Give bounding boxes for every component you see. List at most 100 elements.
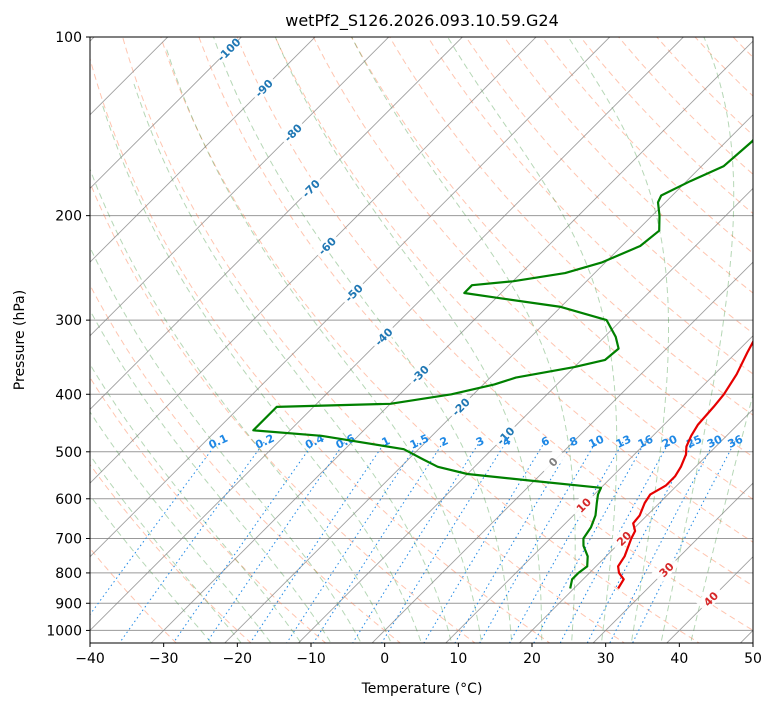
- y-tick-label: 100: [55, 30, 82, 46]
- x-tick-label: 40: [670, 651, 688, 667]
- isotherm-label-bg: [609, 523, 638, 552]
- moist-adiabat-line: [90, 454, 242, 643]
- dry-adiabats: [90, 37, 753, 643]
- isotherm-line: [150, 40, 753, 643]
- moist-adiabat-line: [567, 37, 669, 643]
- y-tick-label: 900: [55, 596, 82, 612]
- mixing-ratio-line: [609, 441, 715, 643]
- x-tick-label: −40: [75, 651, 105, 667]
- isotherm-label-bg: [568, 490, 598, 519]
- isotherm-label-bg: [651, 554, 680, 584]
- isotherm-label-bg: [249, 73, 278, 102]
- moist-adiabat-line: [660, 37, 735, 643]
- mixing-ratio-line: [312, 441, 445, 643]
- moist-adiabat-line: [447, 37, 618, 643]
- mixing-ratio-line: [454, 441, 574, 643]
- mixing-ratio-line: [479, 441, 597, 643]
- dry-adiabat-line: [198, 37, 753, 631]
- isotherm-label-bg: [446, 392, 475, 421]
- y-tick-label: 500: [55, 445, 82, 461]
- isotherm-line: [90, 37, 316, 263]
- x-axis-label: Temperature (°C): [361, 681, 483, 697]
- isotherm-label-bg: [490, 420, 520, 450]
- moist-adiabat-line: [90, 167, 392, 643]
- isotherm-line: [224, 114, 753, 643]
- temperature-profile-line: [617, 339, 753, 590]
- isotherm-label-bg: [405, 359, 434, 388]
- y-axis-ticks: 1000 900 800 700 600 500 400 300 200 100: [46, 30, 90, 639]
- x-tick-label: 10: [449, 651, 467, 667]
- y-tick-label: 700: [55, 532, 82, 548]
- mixing-ratio-label: 36: [726, 432, 746, 450]
- mixing-ratio-label: 20: [660, 432, 680, 450]
- isotherm-label-bg: [695, 584, 725, 613]
- mixing-ratio-line: [172, 441, 315, 643]
- dewpoint-profile-line: [252, 138, 753, 589]
- isotherm-line: [371, 261, 753, 643]
- y-tick-label: 600: [55, 492, 82, 508]
- profile-series: [252, 138, 753, 590]
- isotherm-label-bg: [538, 447, 567, 476]
- mixing-ratio-line: [508, 441, 624, 643]
- isotherm-line: [445, 335, 753, 643]
- moist-adiabat-line: [101, 104, 422, 643]
- x-tick-label: 20: [523, 651, 541, 667]
- moist-adiabat-line: [274, 37, 543, 643]
- dry-adiabat-line: [236, 37, 753, 587]
- moist-adiabat-line: [212, 37, 513, 643]
- isotherm-label-bg: [278, 117, 307, 147]
- moist-adiabat-line: [90, 246, 362, 643]
- dry-adiabat-line: [90, 284, 402, 643]
- mixing-ratio-line: [90, 441, 219, 616]
- mixing-ratio-label: 13: [614, 433, 633, 451]
- x-tick-label: −30: [149, 651, 179, 667]
- y-tick-label: 300: [55, 313, 82, 329]
- dry-adiabat-line: [389, 37, 753, 416]
- isotherm-line: [90, 37, 537, 484]
- mixing-ratio-label: 16: [636, 432, 656, 450]
- chart-title: wetPf2_S126.2026.093.10.59.G24: [285, 11, 559, 31]
- dry-adiabat-line: [350, 37, 753, 458]
- dry-adiabat-line: [427, 37, 753, 375]
- x-tick-label: −20: [223, 651, 253, 667]
- isotherm-label-bg: [213, 34, 243, 64]
- dry-adiabat-line: [160, 37, 701, 643]
- x-tick-label: 30: [597, 651, 615, 667]
- isotherm-line: [90, 37, 390, 337]
- mixing-ratio-line: [423, 441, 546, 643]
- mixing-ratio-line: [533, 441, 646, 643]
- dry-adiabat-line: [274, 37, 753, 543]
- y-axis-label: Pressure (hPa): [12, 290, 28, 390]
- mixing-ratio-label: 30: [705, 432, 725, 450]
- x-axis-ticks: −40 −30 −20 −10 0 10 20 30 40 50: [75, 643, 762, 667]
- moist-adiabats: [90, 37, 753, 643]
- moist-adiabat-line: [351, 37, 576, 643]
- y-tick-label: 1000: [46, 623, 82, 639]
- isotherm-line: [297, 187, 753, 643]
- isotherm-label-bg: [368, 321, 398, 351]
- dry-adiabat-line: [122, 37, 626, 643]
- moist-adiabat-line: [90, 411, 272, 643]
- y-tick-label: 800: [55, 566, 82, 582]
- mixing-ratio-label: 10: [587, 432, 607, 450]
- dry-adiabat-line: [90, 376, 327, 643]
- mixing-ratio-line: [205, 441, 346, 643]
- dry-adiabat-line: [90, 56, 551, 643]
- isotherm-line: [90, 37, 243, 190]
- y-tick-label: 400: [55, 387, 82, 403]
- y-tick-label: 200: [55, 209, 82, 225]
- mixing-ratio-line: [559, 441, 670, 643]
- isotherm-label-bg: [312, 231, 341, 260]
- isotherm-line: [90, 37, 464, 411]
- moist-adiabat-line: [690, 392, 753, 643]
- x-tick-label: 50: [744, 651, 762, 667]
- x-tick-label: 0: [380, 651, 389, 667]
- dry-adiabat-line: [90, 463, 252, 643]
- isotherm-label-bg: [296, 173, 325, 202]
- moist-adiabat-line: [133, 83, 453, 643]
- isotherm-line: [592, 482, 753, 643]
- isotherms: [90, 37, 753, 643]
- isotherm-label-bg: [338, 278, 368, 307]
- plot-frame: [89, 36, 754, 644]
